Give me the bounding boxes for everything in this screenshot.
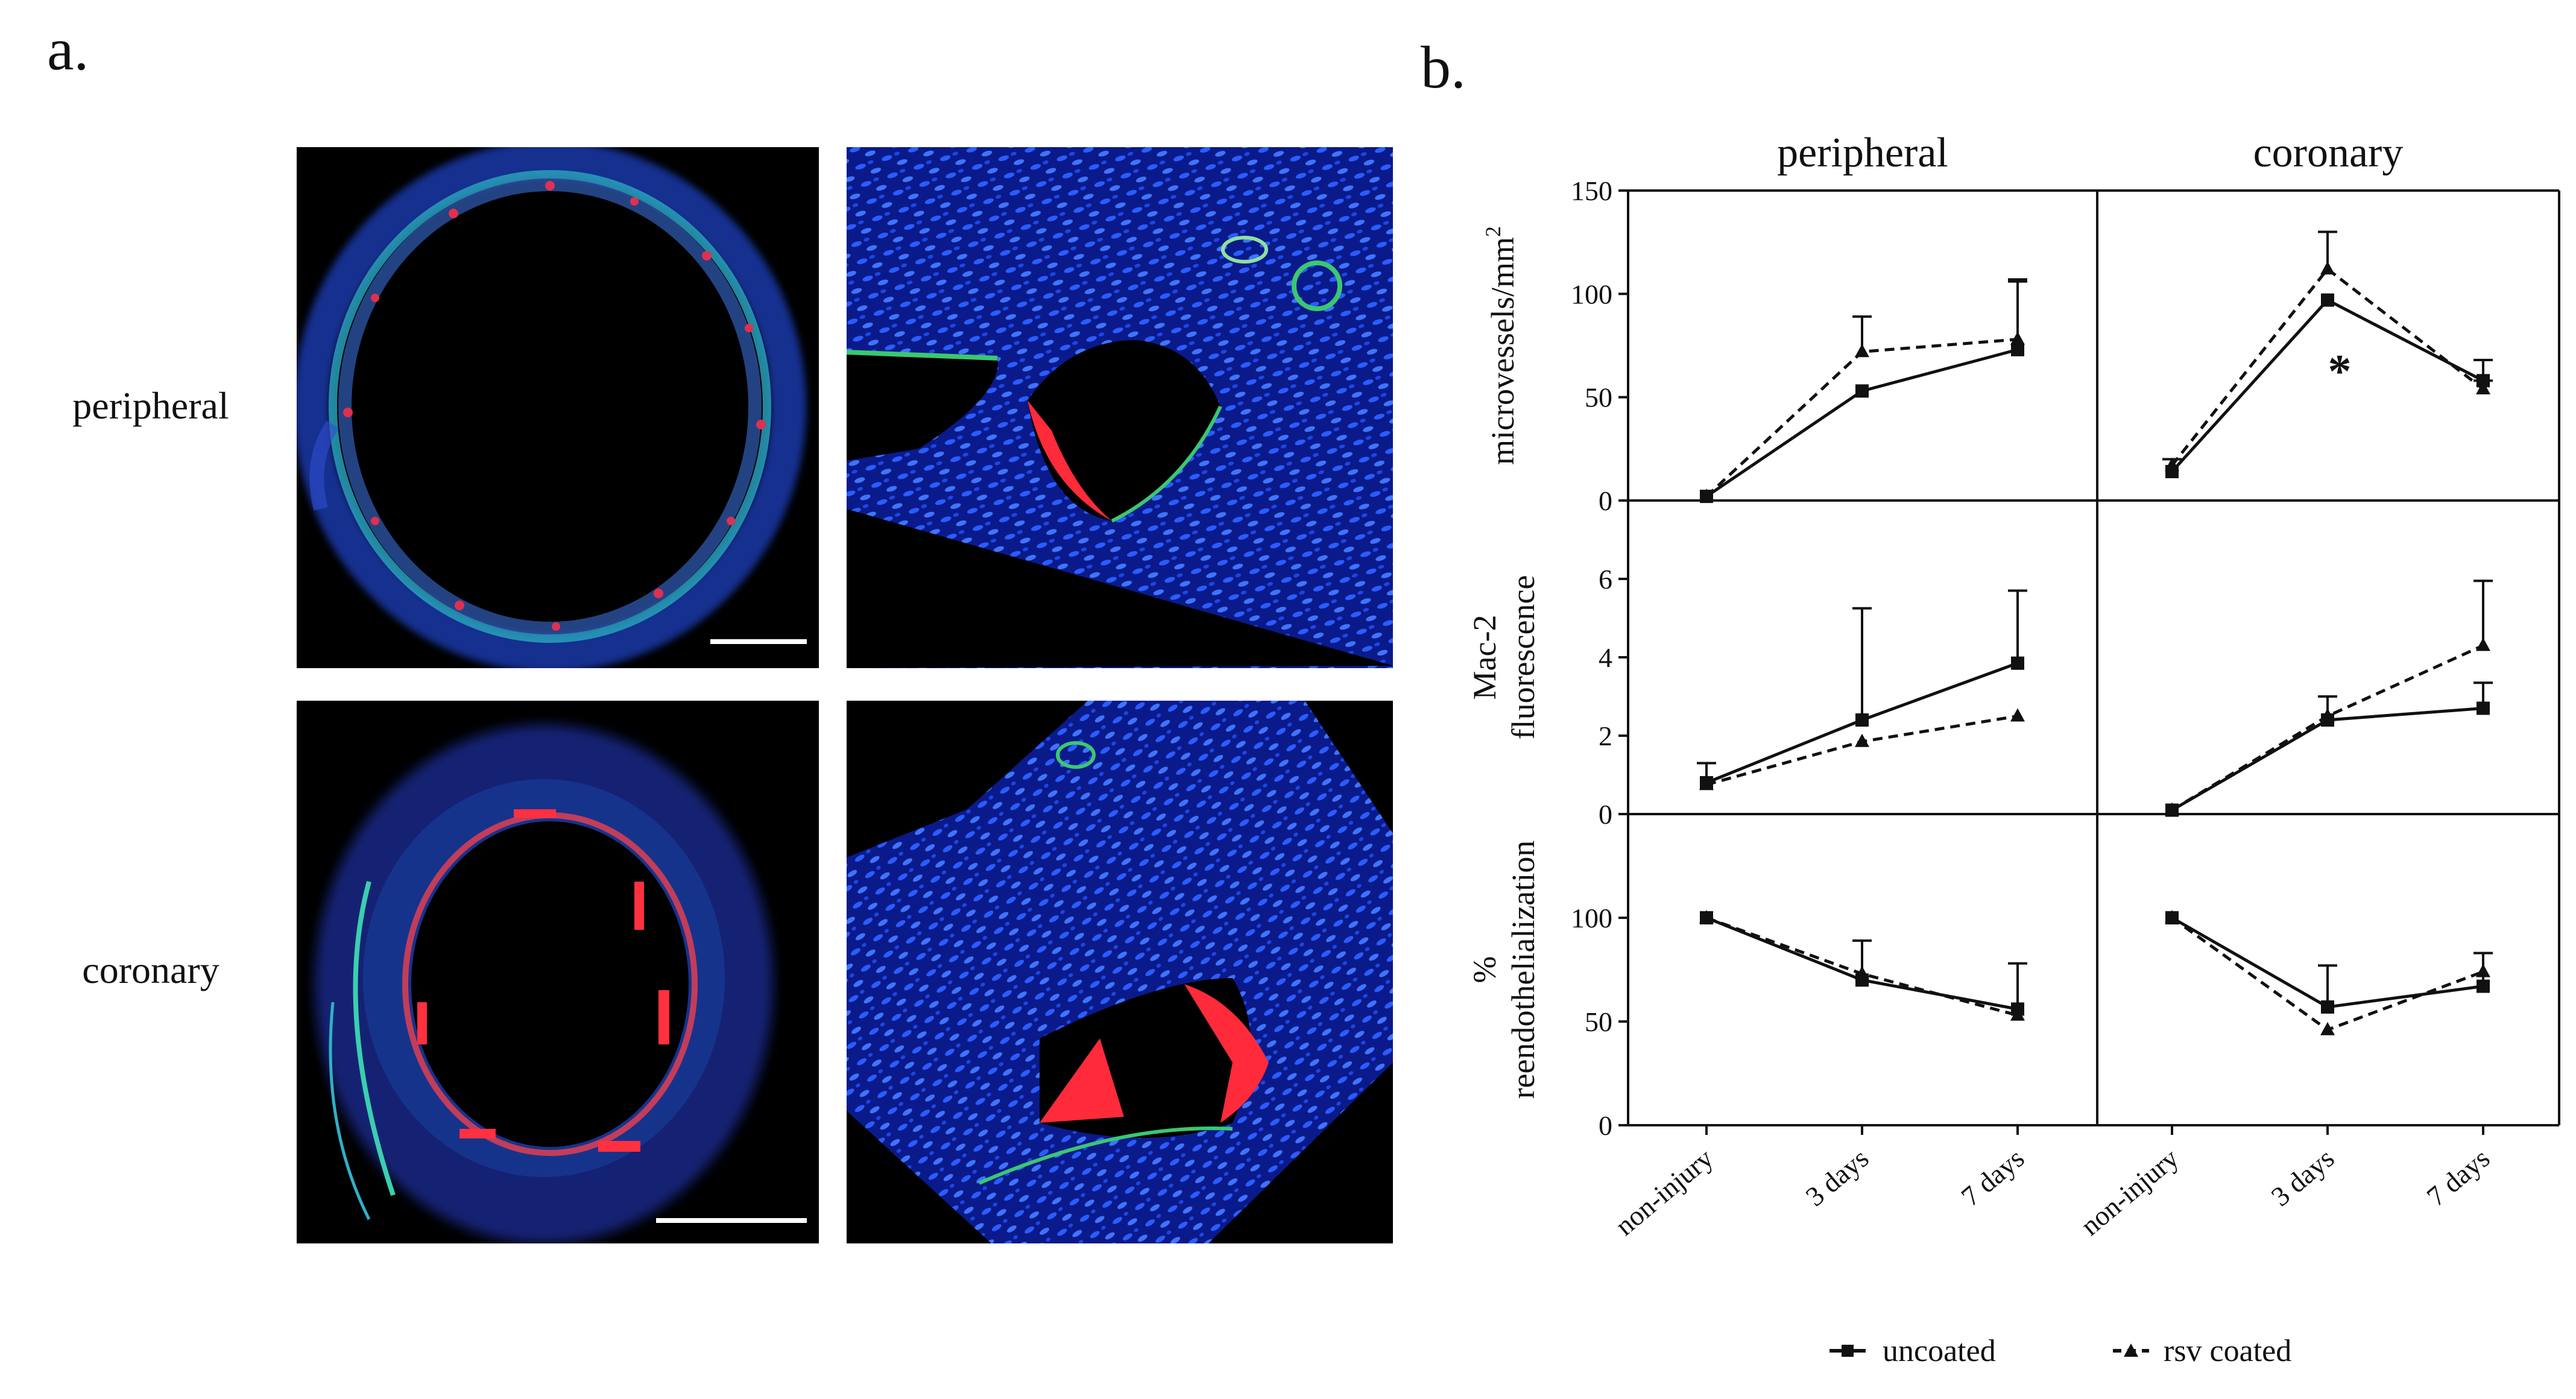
- y-tick-label: 50: [1585, 382, 1612, 413]
- x-tick-label: non-injury: [1609, 1143, 1719, 1242]
- y-tick-label: 0: [1599, 799, 1612, 830]
- data-point-rsv-coated: [2320, 708, 2335, 722]
- y-tick-label: 4: [1599, 642, 1612, 673]
- x-tick-label: 3 days: [1800, 1143, 1875, 1212]
- panel-a-letter: a.: [47, 16, 89, 83]
- data-point-uncoated: [2321, 293, 2334, 307]
- data-point-rsv-coated: [2010, 331, 2025, 345]
- data-point-rsv-coated: [2165, 457, 2179, 471]
- y-axis-title: Mac-2fluorescence: [1466, 575, 1541, 740]
- data-point-rsv-coated: [1699, 777, 1714, 791]
- column-title: peripheral: [1777, 130, 1948, 176]
- legend: uncoated rsv coated: [1829, 1334, 2291, 1368]
- data-point-rsv-coated: [1699, 488, 1714, 502]
- micrograph-coronary-detail: [847, 701, 1393, 1243]
- data-point-uncoated: [2011, 343, 2024, 356]
- legend-rsv-marker: [2124, 1344, 2138, 1357]
- x-tick-label: 3 days: [2265, 1143, 2340, 1212]
- data-point-rsv-coated: [2165, 802, 2179, 816]
- series-line-uncoated: [1705, 348, 2018, 498]
- data-point-rsv-coated: [2320, 261, 2335, 275]
- panel-b-letter: b.: [1421, 34, 1466, 101]
- data-point-rsv-coated: [2010, 708, 2025, 722]
- y-tick-label: 6: [1599, 564, 1612, 595]
- legend-rsv-label: rsv coated: [2164, 1334, 2291, 1368]
- micrograph-coronary-overview: [297, 701, 819, 1243]
- data-point-uncoated: [2477, 701, 2490, 715]
- series-line-rsv-coated: [2171, 644, 2484, 812]
- y-tick-label: 0: [1599, 1110, 1612, 1141]
- y-axis-title-superscript: 2: [1481, 226, 1505, 237]
- data-point-rsv-coated: [1855, 344, 1869, 358]
- data-point-uncoated: [1855, 713, 1869, 727]
- y-tick-label: 0: [1599, 485, 1612, 516]
- row-label-coronary: coronary: [82, 949, 219, 991]
- y-axis-title-line: fluorescence: [1505, 575, 1541, 740]
- data-point-uncoated: [2321, 1000, 2334, 1014]
- micrograph-peripheral-overview: [297, 147, 819, 668]
- data-point-rsv-coated: [1699, 910, 1714, 923]
- y-tick-label: 100: [1571, 279, 1612, 309]
- data-point-uncoated: [2011, 656, 2024, 670]
- micrograph-peripheral-detail: [847, 147, 1393, 668]
- row-label-peripheral: peripheral: [72, 384, 229, 427]
- y-axis-title: %reendothelialization: [1466, 841, 1541, 1099]
- data-point-rsv-coated: [2476, 381, 2490, 394]
- y-axis-title-line: reendothelialization: [1505, 841, 1541, 1099]
- column-title: coronary: [2253, 130, 2404, 176]
- data-point-rsv-coated: [2476, 637, 2490, 651]
- x-tick-label: 7 days: [1956, 1143, 2030, 1212]
- data-point-rsv-coated: [2476, 964, 2490, 977]
- data-point-rsv-coated: [1855, 965, 1869, 979]
- data-point-rsv-coated: [2165, 910, 2179, 923]
- y-tick-label: 150: [1571, 175, 1612, 206]
- y-axis-title-line: %: [1466, 956, 1503, 984]
- data-point-uncoated: [1855, 384, 1869, 398]
- y-tick-label: 100: [1571, 903, 1612, 933]
- y-tick-label: 2: [1599, 721, 1612, 751]
- series-line-rsv-coated: [2171, 267, 2484, 467]
- data-point-rsv-coated: [2320, 1022, 2335, 1035]
- data-point-rsv-coated: [2010, 1007, 2025, 1021]
- legend-uncoated-label: uncoated: [1883, 1334, 1996, 1368]
- data-point-uncoated: [2477, 979, 2490, 993]
- data-point-rsv-coated: [1855, 733, 1869, 747]
- y-axis-title-line: Mac-2: [1466, 615, 1503, 700]
- significance-asterisk: *: [2328, 345, 2352, 397]
- x-tick-label: non-injury: [2075, 1143, 2185, 1242]
- y-tick-label: 50: [1585, 1006, 1612, 1037]
- x-tick-label: 7 days: [2421, 1143, 2496, 1212]
- y-axis-title: microvessels/mm2: [1481, 226, 1521, 465]
- legend-uncoated-marker: [1842, 1345, 1854, 1357]
